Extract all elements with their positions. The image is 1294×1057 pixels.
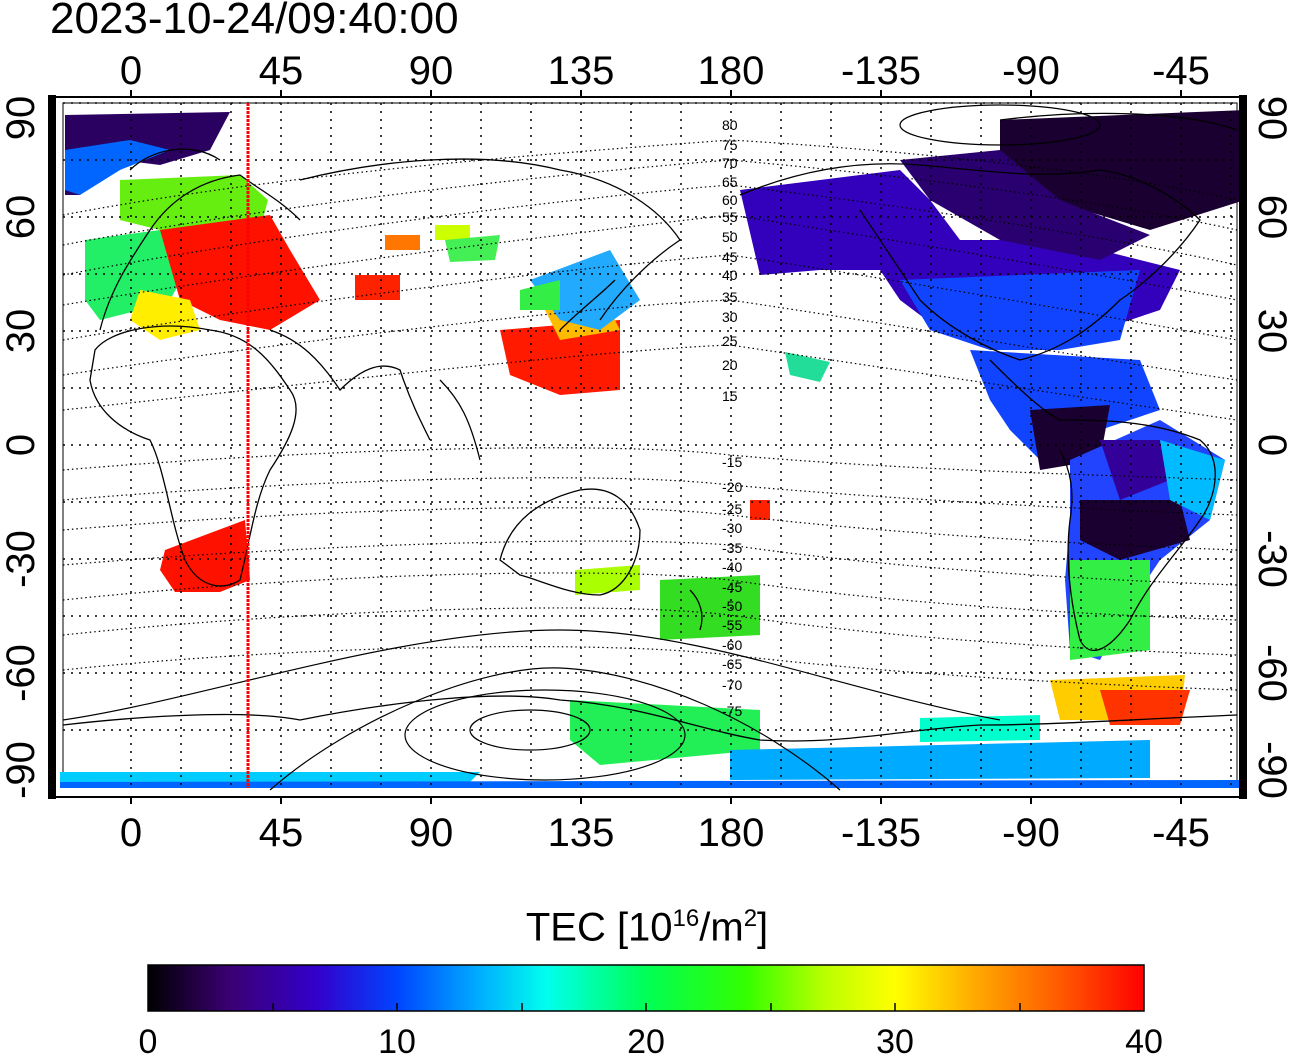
contour-label: -55 xyxy=(722,617,742,633)
colorbar-title-prefix: TEC [10 xyxy=(525,905,673,950)
contour-label: 35 xyxy=(722,289,738,305)
x-tick-top: -135 xyxy=(841,49,921,93)
contour-label: 55 xyxy=(722,209,738,225)
colorbar-tick-label: 30 xyxy=(876,1023,914,1057)
contour-label: 65 xyxy=(722,174,738,190)
x-tick-bottom: -90 xyxy=(1002,811,1060,855)
x-axis-top: 0 45 90 135 180 -135 -90 -45 xyxy=(120,49,1210,93)
y-tick-right: 60 xyxy=(1250,195,1294,240)
y-tick-left: -90 xyxy=(0,741,43,799)
y-tick-right: -30 xyxy=(1250,530,1294,588)
contour-label: 20 xyxy=(722,357,738,373)
x-tick-top: 180 xyxy=(698,49,765,93)
x-axis-bottom: 0 45 90 135 180 -135 -90 -45 xyxy=(120,811,1210,855)
contour-label: 75 xyxy=(722,137,738,153)
contour-label: -15 xyxy=(722,454,742,470)
x-tick-top: 90 xyxy=(409,49,454,93)
colorbar-tick-label: 20 xyxy=(627,1023,665,1057)
contour-label: 70 xyxy=(722,155,738,171)
y-tick-right: -90 xyxy=(1250,741,1294,799)
x-tick-bottom: 45 xyxy=(259,811,304,855)
colorbar-title-exponent2: 2 xyxy=(743,905,758,932)
x-tick-top: -90 xyxy=(1002,49,1060,93)
colorbar-tick-label: 40 xyxy=(1125,1023,1163,1057)
contour-label: -30 xyxy=(722,520,742,536)
y-tick-right: 90 xyxy=(1250,96,1294,141)
x-tick-bottom: 0 xyxy=(120,811,142,855)
y-axis-left: 90 60 30 0 -30 -60 -90 xyxy=(0,96,43,799)
contour-label: -45 xyxy=(722,579,742,595)
x-tick-top: 135 xyxy=(548,49,615,93)
x-tick-bottom: -135 xyxy=(841,811,921,855)
x-tick-bottom: -45 xyxy=(1152,811,1210,855)
x-tick-bottom: 180 xyxy=(698,811,765,855)
colorbar-labels: 0 10 20 30 40 xyxy=(139,1023,1163,1057)
contour-label: -75 xyxy=(722,703,742,719)
colorbar-title-unit: /m xyxy=(699,905,744,950)
frame-ticks xyxy=(130,90,1182,804)
y-tick-left: -30 xyxy=(0,530,43,588)
y-tick-left: 0 xyxy=(0,434,43,456)
colorbar-ticks xyxy=(272,1003,1021,1011)
contour-label: -20 xyxy=(722,479,742,495)
contour-label: 30 xyxy=(722,309,738,325)
colorbar-tick-label: 0 xyxy=(139,1023,158,1057)
x-tick-top: -45 xyxy=(1152,49,1210,93)
y-tick-right: -60 xyxy=(1250,644,1294,702)
x-tick-bottom: 135 xyxy=(548,811,615,855)
x-tick-bottom: 90 xyxy=(409,811,454,855)
contour-label: 60 xyxy=(722,192,738,208)
contour-label: -40 xyxy=(722,559,742,575)
lat-lon-grid xyxy=(63,102,1237,786)
contour-label: 25 xyxy=(722,333,738,349)
contour-label: 50 xyxy=(722,229,738,245)
timestamp-title: 2023-10-24/09:40:00 xyxy=(50,0,459,43)
contour-label: 40 xyxy=(722,267,738,283)
contour-label: 80 xyxy=(722,117,738,133)
y-tick-left: -60 xyxy=(0,644,43,702)
coastlines xyxy=(62,112,1238,742)
frame-left-bar xyxy=(48,95,56,799)
contour-label: -35 xyxy=(722,540,742,556)
contour-label: -60 xyxy=(722,637,742,653)
frame-right-bar xyxy=(1239,95,1247,799)
colorbar-title-exponent: 16 xyxy=(672,905,700,932)
y-tick-left: 60 xyxy=(0,195,43,240)
colorbar-tick-label: 10 xyxy=(378,1023,416,1057)
y-tick-right: 30 xyxy=(1250,309,1294,354)
contour-label: -25 xyxy=(722,501,742,517)
contour-label: 45 xyxy=(722,249,738,265)
contour-labels: 80 75 70 65 60 55 50 45 40 35 30 25 20 1… xyxy=(722,117,742,719)
y-axis-right: 90 60 30 0 -30 -60 -90 xyxy=(1250,96,1294,799)
auroral-contours xyxy=(62,104,1101,791)
contour-label: -70 xyxy=(722,677,742,693)
x-tick-top: 0 xyxy=(120,49,142,93)
contour-label: 15 xyxy=(722,388,738,404)
y-tick-right: 0 xyxy=(1250,434,1294,456)
contour-label: -65 xyxy=(722,656,742,672)
y-tick-left: 90 xyxy=(0,96,43,141)
x-tick-top: 45 xyxy=(259,49,304,93)
colorbar-title: TEC [1016/m2] xyxy=(0,905,1294,950)
y-tick-left: 30 xyxy=(0,309,43,354)
colorbar-title-suffix: ] xyxy=(757,905,769,950)
contour-label: -50 xyxy=(722,598,742,614)
